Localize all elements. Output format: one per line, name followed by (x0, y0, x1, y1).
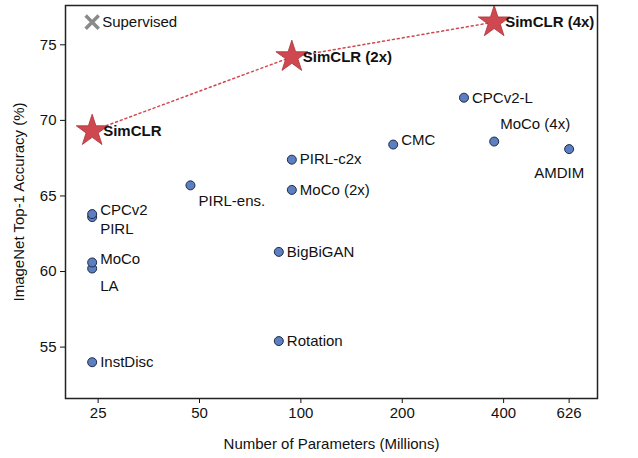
svg-text:CPCv2: CPCv2 (100, 201, 148, 218)
svg-text:Rotation: Rotation (287, 332, 343, 349)
svg-text:100: 100 (288, 404, 313, 421)
svg-text:75: 75 (40, 36, 57, 53)
svg-text:400: 400 (491, 404, 516, 421)
svg-text:MoCo (4x): MoCo (4x) (500, 115, 570, 132)
svg-text:PIRL-c2x: PIRL-c2x (300, 150, 362, 167)
svg-text:25: 25 (90, 404, 107, 421)
svg-text:SimCLR (2x): SimCLR (2x) (303, 48, 392, 65)
svg-text:ImageNet Top-1 Accuracy (%): ImageNet Top-1 Accuracy (%) (10, 103, 27, 302)
svg-text:CMC: CMC (401, 131, 435, 148)
svg-text:55: 55 (40, 338, 57, 355)
svg-text:InstDisc: InstDisc (100, 353, 154, 370)
svg-text:PIRL-ens.: PIRL-ens. (198, 192, 265, 209)
svg-text:BigBiGAN: BigBiGAN (287, 243, 355, 260)
svg-text:MoCo: MoCo (100, 250, 140, 267)
svg-text:PIRL: PIRL (100, 220, 133, 237)
svg-text:MoCo (2x): MoCo (2x) (300, 181, 370, 198)
svg-text:SimCLR (4x): SimCLR (4x) (505, 13, 594, 30)
svg-text:50: 50 (191, 404, 208, 421)
svg-text:65: 65 (40, 187, 57, 204)
svg-text:60: 60 (40, 262, 57, 279)
svg-text:70: 70 (40, 111, 57, 128)
svg-text:200: 200 (390, 404, 415, 421)
svg-text:SimCLR: SimCLR (103, 122, 162, 139)
svg-text:LA: LA (100, 277, 118, 294)
svg-text:Supervised: Supervised (102, 13, 177, 30)
svg-text:626: 626 (557, 404, 582, 421)
svg-text:Number of Parameters (Millions: Number of Parameters (Millions) (224, 435, 440, 452)
svg-text:AMDIM: AMDIM (534, 164, 584, 181)
svg-text:CPCv2-L: CPCv2-L (472, 89, 533, 106)
